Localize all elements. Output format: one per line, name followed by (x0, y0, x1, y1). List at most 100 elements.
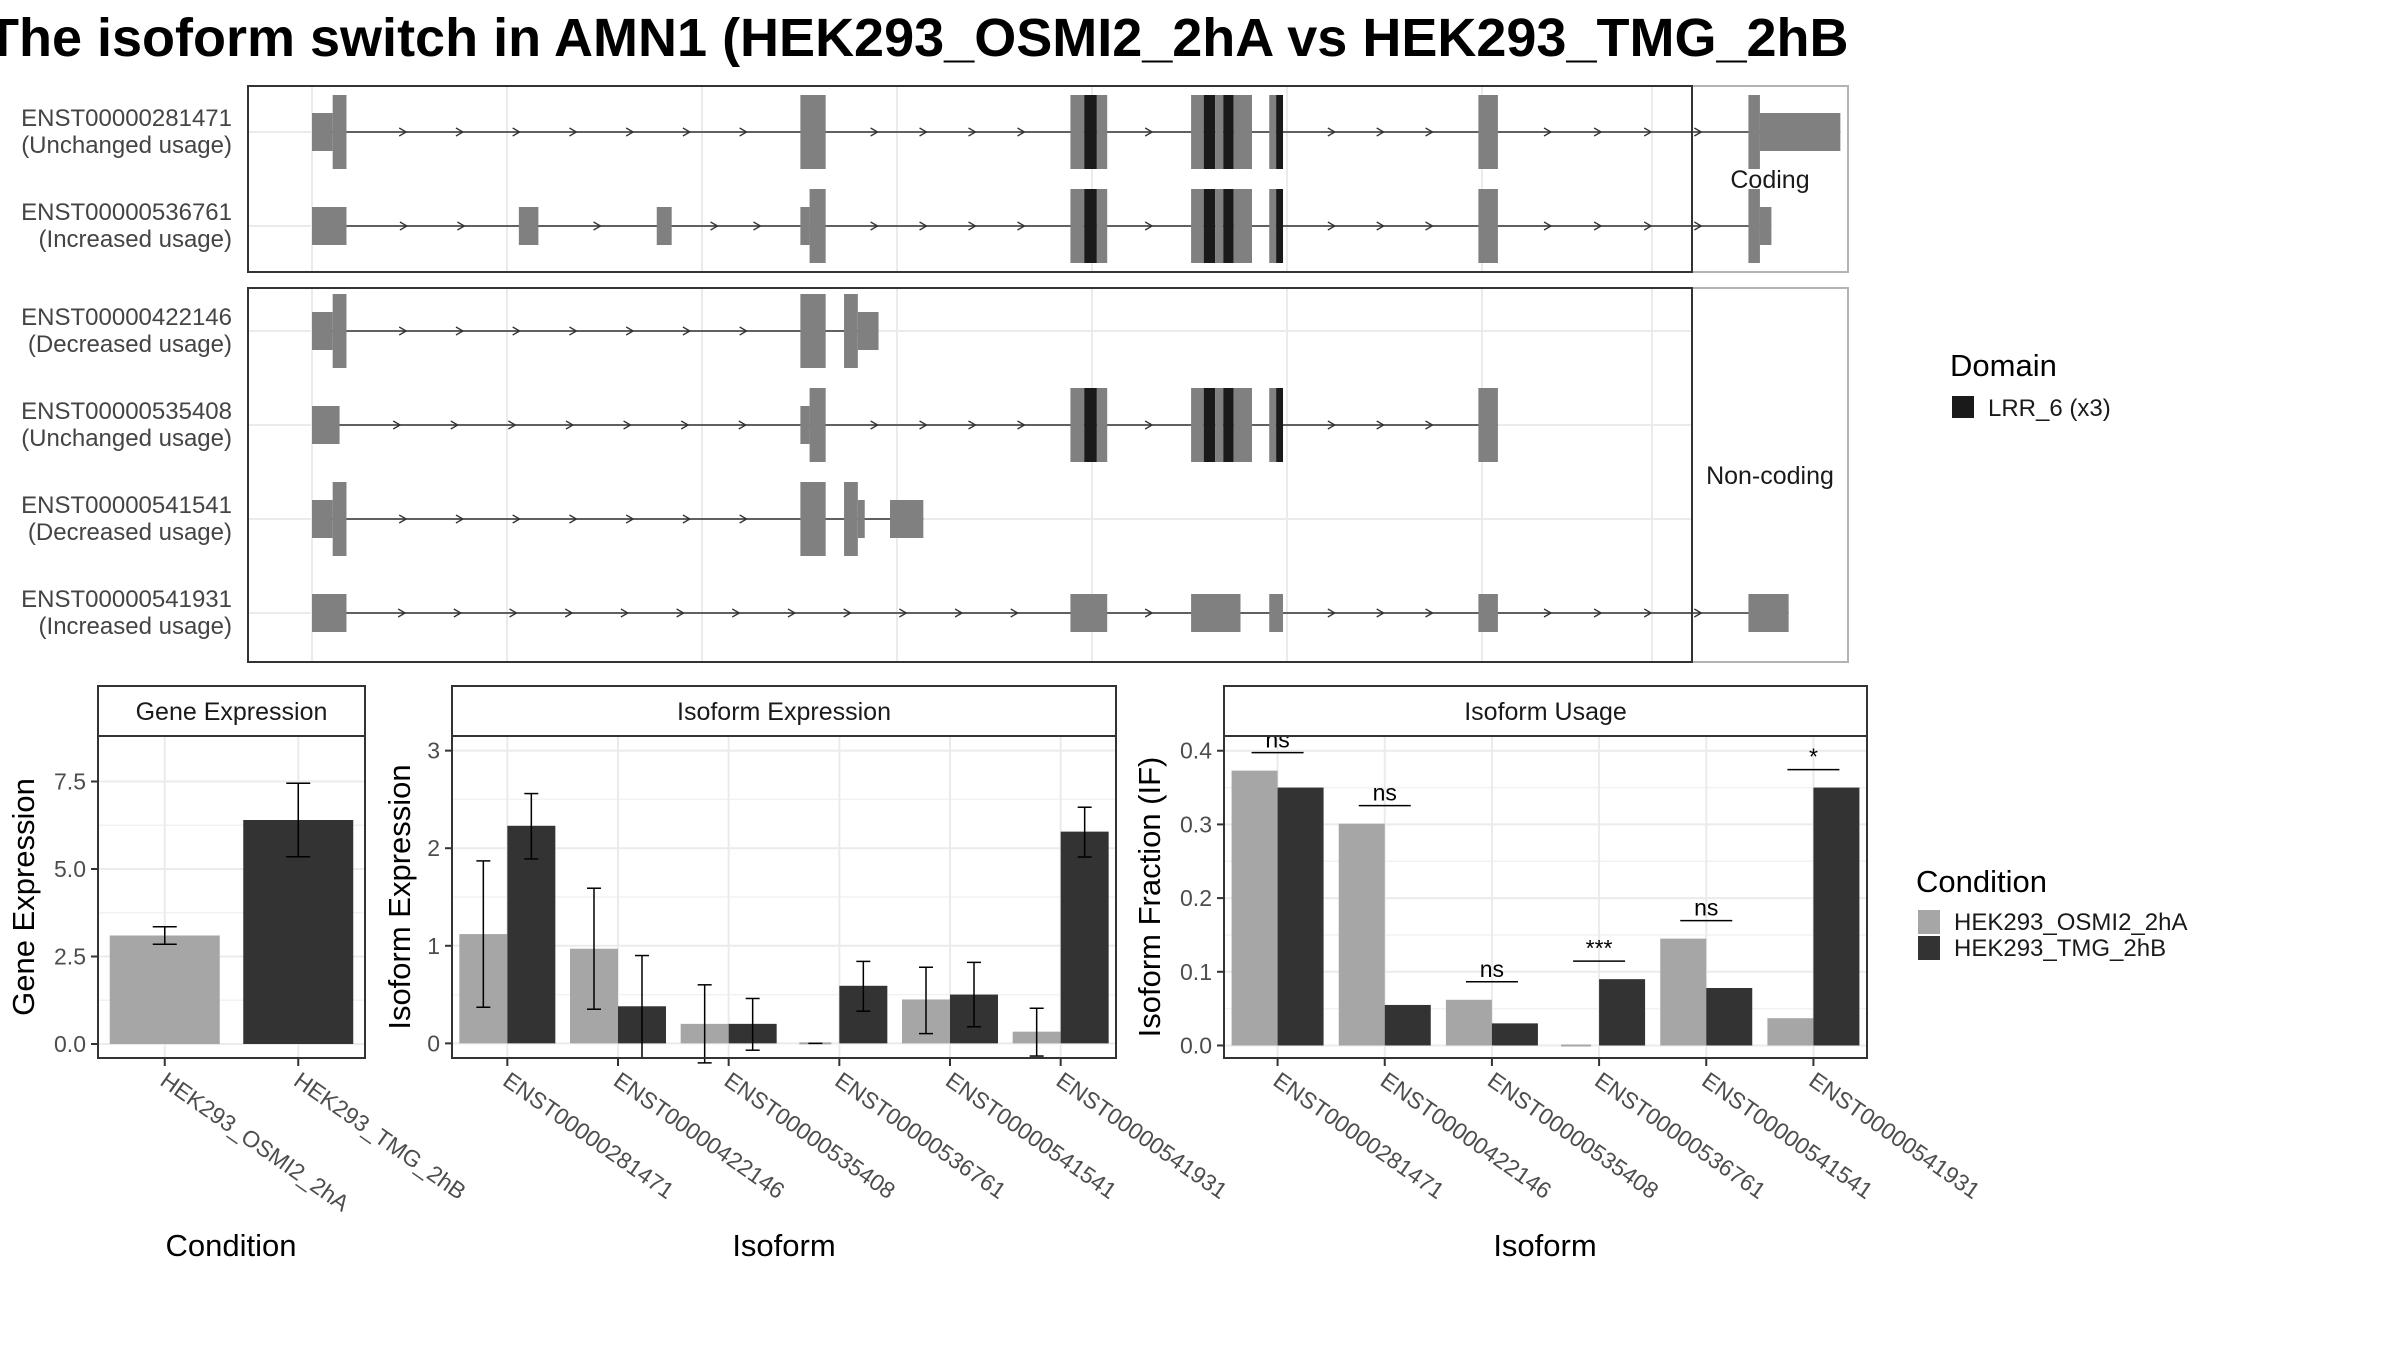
x-tick-label: ENST00000541541 (1697, 1067, 1877, 1204)
direction-arrow (753, 221, 762, 231)
domain-block (1276, 95, 1284, 169)
exon-block (332, 482, 347, 556)
direction-arrow (1543, 221, 1553, 231)
x-tick-label: ENST00000422146 (1376, 1067, 1556, 1204)
exon-block (1233, 388, 1252, 462)
transcript-id-label: ENST00000541931 (21, 586, 232, 613)
y-tick-label: 7.5 (54, 769, 86, 795)
direction-arrow (397, 608, 407, 618)
direction-arrow (968, 127, 977, 137)
bar (507, 825, 556, 1044)
direction-arrow (1693, 127, 1703, 137)
exon-block (857, 312, 879, 350)
x-tick-label: ENST00000541931 (1805, 1067, 1985, 1204)
direction-arrow (968, 420, 977, 430)
direction-arrow (398, 127, 408, 137)
direction-arrow (1144, 608, 1154, 618)
domain-legend-label: LRR_6 (x3) (1988, 395, 2111, 422)
direction-arrow (1376, 221, 1386, 231)
exon-block (1070, 189, 1085, 263)
direction-arrow (682, 127, 692, 137)
direction-arrow (1643, 127, 1653, 137)
direction-arrow (739, 127, 748, 137)
transcript-usage-label: (Unchanged usage) (21, 132, 232, 159)
exon-block (800, 482, 826, 556)
transcript-id-label: ENST00000422146 (21, 304, 232, 331)
transcript-track: ENST00000535408(Unchanged usage) (21, 388, 1498, 462)
exon-block (800, 95, 826, 169)
direction-arrow (564, 608, 574, 618)
direction-arrow (1543, 127, 1553, 137)
direction-arrow (398, 514, 408, 524)
direction-arrow (1144, 221, 1154, 231)
exon-block (1269, 388, 1277, 462)
exon-block (800, 294, 826, 368)
direction-arrow (512, 127, 522, 137)
domain-block (1203, 189, 1216, 263)
y-tick-label: 0.0 (54, 1031, 86, 1057)
exon-block (656, 207, 672, 245)
panel-strip (1223, 685, 1868, 737)
y-axis-title: Isoform Expression (382, 764, 417, 1029)
domain-block (1203, 95, 1216, 169)
direction-arrow (569, 127, 578, 137)
direction-arrow (509, 608, 518, 618)
direction-arrow (843, 608, 852, 618)
exon-block (1096, 189, 1108, 263)
exon-block (312, 312, 333, 350)
domain-block (1276, 388, 1284, 462)
bar (1813, 787, 1860, 1046)
direction-arrow (569, 514, 578, 524)
y-tick-label: 0.3 (1180, 811, 1212, 837)
exon-block (518, 207, 539, 245)
structure-panel-background (248, 86, 1692, 272)
y-tick-label: 0.4 (1180, 738, 1212, 764)
y-axis-title: Gene Expression (6, 778, 41, 1016)
direction-arrow (870, 420, 879, 430)
direction-arrow (1693, 221, 1703, 231)
direction-arrow (1327, 221, 1337, 231)
direction-arrow (919, 127, 928, 137)
direction-arrow (569, 326, 578, 336)
direction-arrow (1693, 608, 1703, 618)
domain-block (1223, 189, 1234, 263)
direction-arrow (1593, 221, 1603, 231)
bar (1660, 938, 1707, 1046)
bar-panel-isoform-expression: Isoform Expression0123ENST00000281471ENS… (382, 685, 1232, 1263)
panel-background (1224, 736, 1867, 1058)
x-axis-title: Isoform (1493, 1228, 1596, 1263)
direction-arrow (1017, 420, 1026, 430)
direction-arrow (455, 326, 465, 336)
exon-block (1070, 95, 1085, 169)
exon-block (809, 189, 826, 263)
direction-arrow (1425, 608, 1434, 618)
domain-legend-title: Domain (1950, 348, 2057, 383)
bar (1231, 770, 1278, 1046)
direction-arrow (1376, 127, 1386, 137)
direction-arrow (968, 221, 977, 231)
exon-block (1759, 113, 1841, 151)
exon-block (1070, 594, 1108, 632)
panel-border (451, 735, 1117, 1059)
direction-arrow (1010, 608, 1020, 618)
direction-arrow (710, 221, 719, 231)
exon-block (1478, 594, 1498, 632)
transcript-usage-label: (Decreased usage) (28, 331, 232, 358)
panel-strip-label: Isoform Expression (677, 698, 891, 726)
exon-block (312, 113, 333, 151)
panel-border (97, 735, 366, 1059)
x-axis-title: Isoform (732, 1228, 835, 1263)
y-tick-label: 0.1 (1180, 959, 1212, 985)
domain-block (1276, 189, 1284, 263)
facet-strip-label: Coding (1730, 166, 1809, 194)
structure-facet-non-coding: Non-coding ENST00000422146(Decreased usag… (21, 287, 1849, 663)
exon-block (1478, 189, 1498, 263)
bar-panel-isoform-usage: Isoform Usage 0.0 0.1 0.2 0.3 0.4 ns ns ns *** ns *… (1132, 685, 1985, 1263)
direction-arrow (676, 608, 685, 618)
direction-arrow (680, 420, 690, 430)
bar (1277, 787, 1324, 1046)
facet-strip-label: Non-coding (1706, 462, 1834, 490)
y-tick-label: 3 (427, 738, 440, 764)
